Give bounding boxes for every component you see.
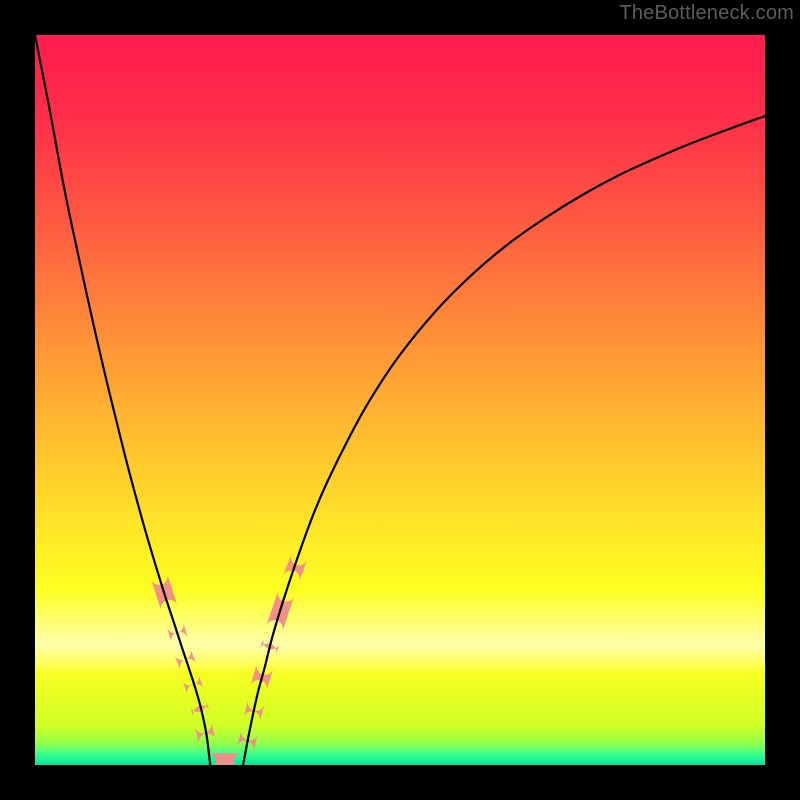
watermark-text: TheBottleneck.com [619, 2, 794, 25]
chart-frame: TheBottleneck.com [0, 0, 800, 800]
chart-border [32, 32, 768, 768]
